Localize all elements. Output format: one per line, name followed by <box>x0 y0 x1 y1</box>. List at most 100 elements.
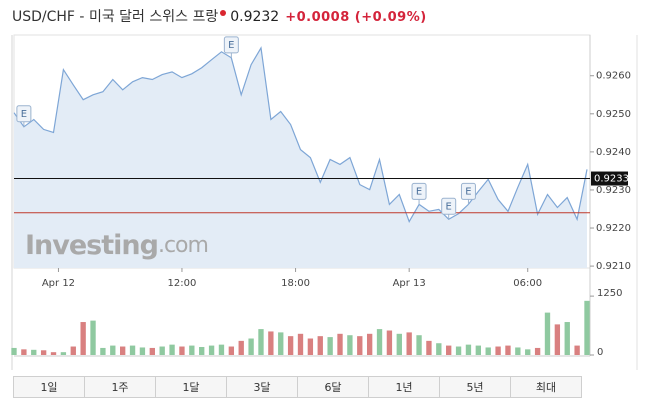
volume-bar <box>120 346 126 355</box>
watermark-brand: Investing <box>25 230 158 261</box>
range-button[interactable]: 5년 <box>440 377 511 397</box>
live-dot <box>220 10 227 16</box>
volume-bar <box>495 346 501 355</box>
event-label: E <box>446 201 452 212</box>
x-tick-label: Apr 13 <box>393 278 426 289</box>
volume-bar <box>386 330 393 355</box>
volume-bar <box>179 346 185 355</box>
volume-bar <box>199 346 205 355</box>
volume-bar <box>268 331 274 355</box>
event-label: E <box>416 186 422 197</box>
volume-bar <box>574 345 580 355</box>
price-tag-label: 0.9233 <box>594 174 629 185</box>
y-tick-label: 0.9230 <box>596 185 631 196</box>
volume-bar <box>327 337 333 355</box>
range-button[interactable]: 1일 <box>14 377 85 397</box>
range-button[interactable]: 최대 <box>535 381 557 394</box>
range-button[interactable]: 1달 <box>156 377 227 397</box>
volume-bar <box>317 336 323 355</box>
volume-bar <box>21 349 27 355</box>
volume-bar <box>564 322 570 355</box>
volume-bar <box>396 333 402 355</box>
volume-bar <box>189 345 195 355</box>
y-tick-label: 0.9220 <box>596 223 631 234</box>
y-tick-label: 0.9240 <box>596 147 631 158</box>
range-button[interactable]: 6달 <box>298 377 369 397</box>
volume-bar <box>485 347 491 355</box>
volume-bar <box>446 345 452 355</box>
volume-bar <box>554 324 561 355</box>
volume-bar <box>436 343 442 355</box>
volume-bar <box>307 338 314 355</box>
volume-bar <box>475 345 481 355</box>
volume-bar <box>50 352 57 355</box>
volume-bar <box>406 332 412 355</box>
price: 0.9232 <box>230 9 280 25</box>
title: USD/CHF - 미국 달러 스위스 프랑 <box>12 9 219 25</box>
volume-bar <box>60 352 67 355</box>
range-button[interactable]: 1년 <box>369 377 440 397</box>
volume-bar <box>416 335 422 355</box>
volume-bar <box>465 344 472 355</box>
event-marker <box>411 182 427 200</box>
change: +0.0008 (+0.09%) <box>285 10 427 25</box>
volume-bar <box>218 344 225 355</box>
volume-bar <box>426 340 432 355</box>
event-label: E <box>228 40 234 51</box>
volume-bar <box>278 332 284 355</box>
volume-bar <box>80 322 86 355</box>
volume-bar <box>544 312 551 355</box>
volume-bar <box>129 345 136 355</box>
event-marker <box>441 197 457 215</box>
volume-bar <box>100 347 106 355</box>
volume-bar <box>90 320 96 355</box>
price-tag <box>591 171 628 186</box>
range-button[interactable]: 1주 <box>85 377 156 397</box>
volume-bar <box>258 329 264 355</box>
volume-bar <box>208 345 215 355</box>
volume-bar <box>159 346 165 355</box>
volume-bar <box>228 346 235 355</box>
volume-bar <box>110 345 116 355</box>
volume-bar <box>376 329 383 355</box>
volume-bar <box>238 340 244 355</box>
volume-bar <box>584 300 590 355</box>
volume-bar <box>357 336 363 355</box>
event-marker <box>223 36 239 54</box>
range-selector: 1일 1주 1달 3달 6달 1년 5년 최대 <box>13 376 582 398</box>
event-label: E <box>465 186 471 197</box>
volume-tick-label: 0 <box>597 347 603 358</box>
volume-bar <box>287 336 294 355</box>
volume-bar <box>70 346 76 355</box>
y-tick-label: 0.9260 <box>596 71 631 82</box>
y-tick-label: 0.9250 <box>596 109 631 120</box>
volume-bar <box>31 349 37 355</box>
volume-bar <box>248 338 254 355</box>
volume-bar <box>525 349 531 355</box>
range-button[interactable]: 3달 <box>227 377 298 397</box>
x-tick-label: 06:00 <box>513 278 542 289</box>
volume-bar <box>534 347 541 355</box>
watermark-suffix: .com <box>158 233 208 258</box>
volume-bar <box>40 350 47 355</box>
volume-tick-label: 1250 <box>597 288 622 299</box>
chart: 0.9210 0.9220 0.9230 0.9240 0.9250 0.9260 0.92… <box>11 34 638 370</box>
event-marker <box>460 182 476 200</box>
volume-bar <box>297 333 304 355</box>
volume-bar <box>347 335 353 355</box>
volume-bar <box>515 347 521 355</box>
volume-bar <box>505 345 511 355</box>
volume-bar <box>139 347 146 355</box>
x-tick-label: 18:00 <box>281 278 310 289</box>
x-tick-label: 12:00 <box>168 278 197 289</box>
volume-bar <box>366 333 373 355</box>
x-tick-label: Apr 12 <box>42 278 75 289</box>
volume-bar <box>149 347 155 355</box>
volume-bar <box>11 347 17 355</box>
watermark: Investing.com <box>25 230 208 261</box>
volume-bar <box>455 346 462 355</box>
volume-bar <box>337 333 343 355</box>
event-label: E <box>21 109 27 120</box>
event-marker <box>16 105 32 123</box>
